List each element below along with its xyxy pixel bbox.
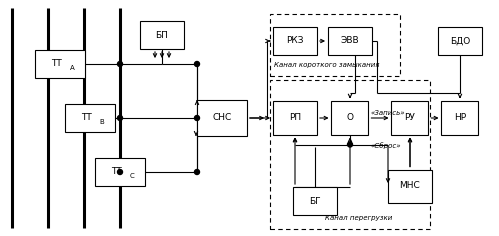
Text: РП: РП	[289, 114, 301, 122]
Circle shape	[195, 169, 200, 174]
FancyBboxPatch shape	[328, 27, 372, 55]
FancyBboxPatch shape	[95, 158, 145, 186]
FancyBboxPatch shape	[273, 27, 317, 55]
Circle shape	[117, 62, 122, 67]
Text: С: С	[130, 173, 134, 179]
Text: ЭВВ: ЭВВ	[341, 37, 359, 46]
Text: СНС: СНС	[213, 114, 232, 122]
FancyBboxPatch shape	[35, 50, 85, 78]
Circle shape	[195, 115, 200, 121]
Circle shape	[117, 115, 122, 121]
Text: Канал короткого замыкания: Канал короткого замыкания	[274, 62, 380, 68]
Text: «Запись»: «Запись»	[370, 110, 405, 116]
FancyBboxPatch shape	[65, 104, 115, 132]
FancyBboxPatch shape	[197, 100, 247, 136]
Text: БГ: БГ	[309, 197, 321, 206]
Text: ТТ: ТТ	[50, 59, 61, 68]
FancyBboxPatch shape	[331, 101, 368, 135]
Text: В: В	[100, 119, 104, 125]
Text: РКЗ: РКЗ	[286, 37, 304, 46]
FancyBboxPatch shape	[273, 101, 317, 135]
Text: О: О	[346, 114, 353, 122]
Text: Канал перегрузки: Канал перегрузки	[325, 215, 392, 221]
Text: А: А	[70, 65, 74, 71]
FancyBboxPatch shape	[388, 169, 432, 202]
FancyBboxPatch shape	[140, 21, 184, 49]
FancyBboxPatch shape	[293, 187, 337, 215]
Text: «Сброс»: «Сброс»	[370, 142, 401, 149]
Text: ТТ: ТТ	[111, 168, 121, 177]
Text: НР: НР	[454, 114, 466, 122]
Text: РУ: РУ	[405, 114, 416, 122]
FancyBboxPatch shape	[392, 101, 429, 135]
FancyBboxPatch shape	[442, 101, 479, 135]
Circle shape	[117, 169, 122, 174]
Circle shape	[195, 62, 200, 67]
Circle shape	[347, 142, 352, 147]
FancyBboxPatch shape	[438, 27, 482, 55]
Text: БДО: БДО	[450, 37, 470, 46]
Text: МНС: МНС	[400, 181, 420, 190]
Text: БП: БП	[156, 30, 169, 39]
Text: ТТ: ТТ	[81, 114, 91, 122]
